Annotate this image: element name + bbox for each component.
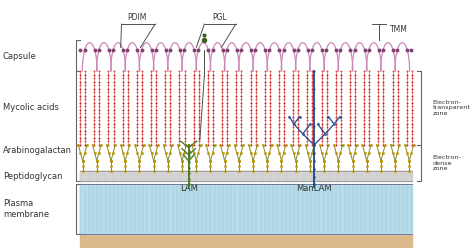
Text: LAM: LAM	[180, 184, 198, 193]
Text: Electron-
dense
zone: Electron- dense zone	[433, 155, 462, 171]
Text: Electron-
transparent
zone: Electron- transparent zone	[433, 100, 471, 116]
Text: TMM: TMM	[390, 25, 408, 33]
Text: Plasma
membrane: Plasma membrane	[3, 199, 49, 219]
Text: PDIM: PDIM	[128, 13, 147, 22]
Text: Peptidoglycan: Peptidoglycan	[3, 172, 63, 181]
Text: ManLAM: ManLAM	[296, 184, 332, 193]
Text: Arabinogalactan: Arabinogalactan	[3, 146, 72, 155]
Text: PGL: PGL	[213, 13, 228, 22]
Text: Capsule: Capsule	[3, 52, 36, 61]
Text: Mycolic acids: Mycolic acids	[3, 103, 59, 113]
